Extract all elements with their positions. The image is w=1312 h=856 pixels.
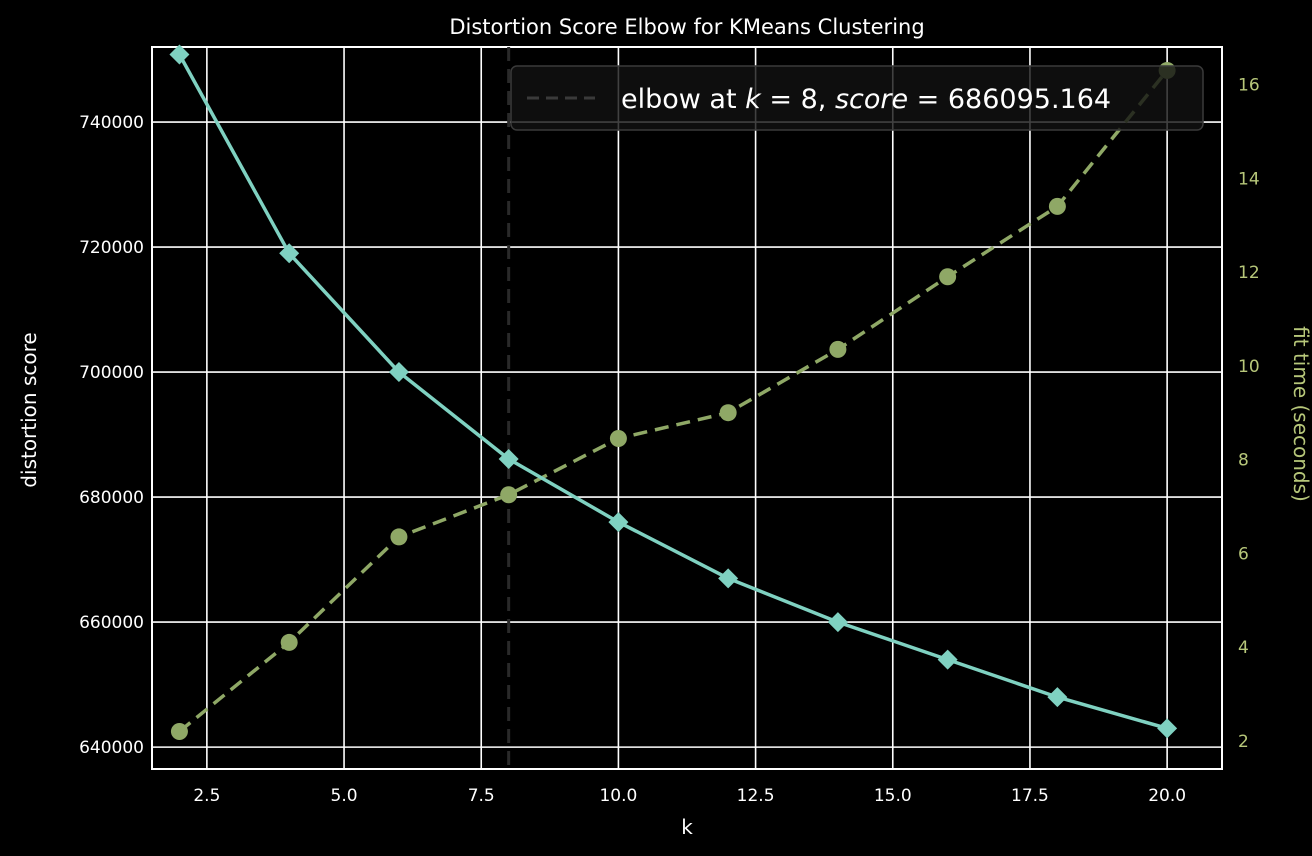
fit-time-point	[609, 429, 627, 447]
distortion-point	[279, 243, 300, 264]
x-tick-label: 7.5	[468, 786, 495, 806]
x-tick-label: 20.0	[1148, 786, 1186, 806]
y-right-tick-label: 8	[1238, 451, 1249, 471]
distortion-point	[718, 568, 739, 589]
legend-prefix: elbow at	[621, 84, 745, 115]
y-tick-label: 720000	[79, 238, 144, 258]
chart-title: Distortion Score Elbow for KMeans Cluste…	[449, 15, 924, 39]
fit-time-point	[170, 722, 188, 740]
x-tick-label: 12.5	[737, 786, 775, 806]
distortion-point	[498, 448, 519, 469]
x-tick-label: 10.0	[599, 786, 637, 806]
fit-time-point	[390, 528, 408, 546]
y-right-tick-label: 4	[1238, 638, 1249, 658]
x-tick-label: 2.5	[193, 786, 220, 806]
legend-k-symbol: k	[745, 84, 762, 115]
fit-time-point	[500, 486, 518, 504]
y-right-tick-label: 14	[1238, 169, 1260, 189]
y-right-tick-label: 2	[1238, 732, 1249, 752]
fit-time-point	[280, 633, 298, 651]
x-tick-label: 5.0	[331, 786, 358, 806]
plot-frame	[151, 46, 1223, 770]
legend-score-symbol: score	[835, 84, 908, 115]
distortion-point	[827, 612, 848, 633]
y-right-axis-label: fit time (seconds)	[1289, 326, 1312, 502]
y-tick-label: 740000	[79, 113, 144, 133]
fit-time-point	[1048, 197, 1066, 215]
distortion-point	[388, 362, 409, 383]
legend: elbow at k = 8, score = 686095.164	[510, 65, 1204, 131]
y-right-tick-label: 10	[1238, 357, 1260, 377]
distortion-point	[1157, 718, 1178, 739]
y-tick-label: 640000	[79, 738, 144, 758]
y-axis-label: distortion score	[17, 332, 41, 487]
distortion-point	[937, 649, 958, 670]
y-right-tick-label: 16	[1238, 76, 1260, 96]
x-axis-label: k	[681, 815, 693, 839]
distortion-point	[169, 44, 190, 65]
legend-k-value: = 8,	[761, 84, 835, 115]
y-tick-label: 680000	[79, 488, 144, 508]
fit-time-point	[719, 404, 737, 422]
fit-time-point	[829, 340, 847, 358]
legend-score-value: = 686095.164	[908, 84, 1111, 115]
fit-time-line	[178, 69, 1169, 733]
y-tick-label: 660000	[79, 613, 144, 633]
distortion-line	[177, 53, 1168, 731]
distortion-point	[608, 512, 629, 533]
x-tick-label: 15.0	[874, 786, 912, 806]
legend-box	[510, 65, 1204, 131]
y-tick-label: 700000	[79, 363, 144, 383]
y-right-tick-label: 6	[1238, 544, 1249, 564]
fit-time-point	[939, 268, 957, 286]
tick-labels: 2.5 5.0 7.5 10.0 12.5 15.0 17.5 20.0 640000 66000…	[79, 76, 1260, 806]
distortion-point	[1047, 687, 1068, 708]
series-group	[169, 44, 1178, 740]
x-tick-label: 17.5	[1011, 786, 1049, 806]
legend-entry-elbow: elbow at k = 8, score = 686095.164	[621, 84, 1111, 115]
y-right-tick-label: 12	[1238, 263, 1260, 283]
